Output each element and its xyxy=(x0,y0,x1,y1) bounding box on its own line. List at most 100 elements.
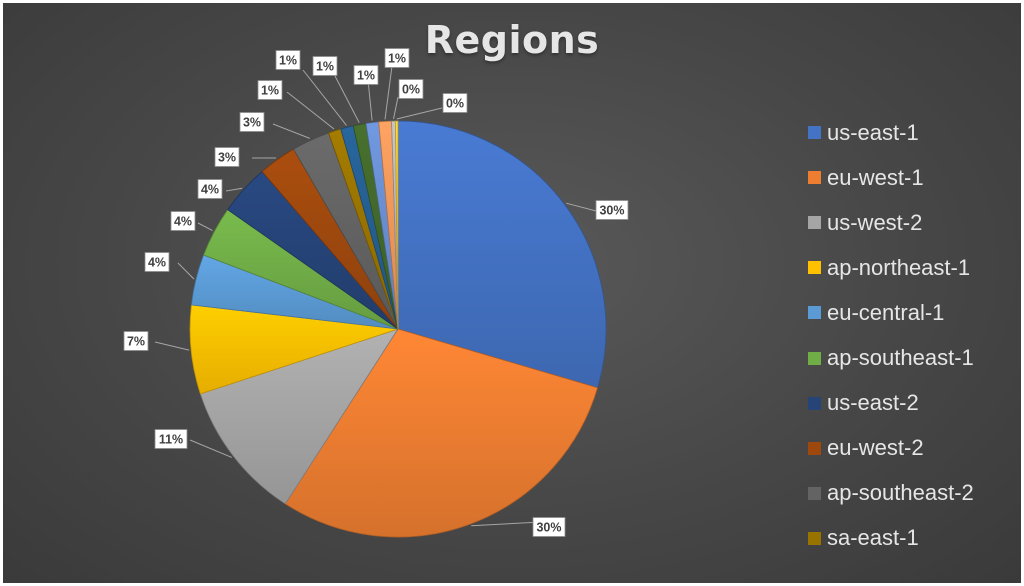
data-label-11: 1% xyxy=(275,50,301,70)
legend-item-eu-central-1: eu-central-1 xyxy=(808,290,974,335)
leader-line-13 xyxy=(367,79,373,121)
data-label-1: 30% xyxy=(595,200,629,220)
legend-swatch xyxy=(808,351,821,365)
legend-item-ap-southeast-1: ap-southeast-1 xyxy=(808,335,974,380)
data-labels: 30% 30% 11% 7% 4% 4% 4% 3% 3% 1% 1% 1% 1% 1% 0% 0% xyxy=(123,48,629,537)
legend-swatch xyxy=(808,171,821,185)
data-label-box xyxy=(532,517,566,537)
data-label-text: 30% xyxy=(599,204,624,218)
data-label-box xyxy=(144,252,170,272)
legend-item-us-west-2: us-west-2 xyxy=(808,200,974,245)
data-label-14: 1% xyxy=(384,48,410,68)
data-label-box xyxy=(170,211,196,231)
data-label-box xyxy=(398,79,424,99)
legend-swatch xyxy=(808,126,821,140)
data-label-2: 30% xyxy=(532,517,566,537)
legend-label: ap-southeast-1 xyxy=(827,345,974,371)
leader-line-7 xyxy=(225,187,243,192)
legend-item-eu-west-2: eu-west-2 xyxy=(808,426,974,471)
legend-label: us-east-2 xyxy=(827,390,919,416)
legend-item-ap-northeast-1: ap-northeast-1 xyxy=(808,245,974,290)
legend-label: us-east-1 xyxy=(827,119,919,145)
data-label-4: 7% xyxy=(123,331,149,351)
data-label-7: 4% xyxy=(197,179,223,199)
data-label-text: 1% xyxy=(261,84,279,98)
legend-item-us-east-1: us-east-1 xyxy=(808,110,974,155)
chart-legend: us-east-1 eu-west-1 us-west-2 ap-northeast-… xyxy=(808,110,974,561)
data-label-box xyxy=(197,179,223,199)
legend-swatch xyxy=(808,261,821,275)
data-label-text: 11% xyxy=(159,433,183,447)
legend-label: ap-southeast-2 xyxy=(827,480,974,506)
data-label-9: 3% xyxy=(239,112,265,132)
legend-swatch xyxy=(808,306,821,320)
pie-slice-2 xyxy=(284,328,599,538)
data-label-text: 3% xyxy=(243,116,261,130)
leader-line-5 xyxy=(177,262,195,280)
data-label-box xyxy=(123,331,149,351)
chart-title: Regions xyxy=(424,18,600,62)
leader-line-15 xyxy=(393,96,399,120)
legend-swatch xyxy=(808,396,821,410)
data-label-3: 11% xyxy=(154,429,188,449)
data-label-text: 1% xyxy=(316,60,334,74)
data-label-13: 1% xyxy=(353,65,379,85)
data-label-box xyxy=(239,112,265,132)
leader-line-12 xyxy=(334,75,360,123)
leader-line-11 xyxy=(302,69,347,126)
pie-slice-1 xyxy=(397,120,607,389)
leader-line-9 xyxy=(272,123,310,139)
pie-slice-16 xyxy=(395,120,399,330)
data-label-15: 0% xyxy=(398,79,424,99)
data-label-box xyxy=(312,56,338,76)
data-label-box xyxy=(442,93,468,113)
data-label-text: 4% xyxy=(201,183,219,197)
legend-item-us-east-2: us-east-2 xyxy=(808,381,974,426)
data-label-box xyxy=(353,65,379,85)
data-label-text: 0% xyxy=(402,83,420,97)
data-label-6: 4% xyxy=(170,211,196,231)
legend-label: us-west-2 xyxy=(827,209,923,235)
legend-label: eu-west-2 xyxy=(827,435,924,461)
data-label-text: 7% xyxy=(127,335,145,349)
leader-line-6 xyxy=(197,222,213,232)
legend-label: ap-northeast-1 xyxy=(827,254,971,280)
legend-label: eu-central-1 xyxy=(827,299,945,325)
legend-swatch xyxy=(808,441,821,455)
legend-swatch xyxy=(808,486,821,500)
data-label-box xyxy=(384,48,410,68)
leader-line-3 xyxy=(189,439,232,458)
pie-slice-3 xyxy=(199,328,399,505)
data-label-5: 4% xyxy=(144,252,170,272)
leader-lines xyxy=(154,65,601,527)
leader-line-1 xyxy=(566,202,601,213)
legend-swatch xyxy=(808,216,821,230)
data-label-10: 1% xyxy=(257,80,283,100)
data-label-text: 1% xyxy=(279,54,297,68)
data-label-12: 1% xyxy=(312,56,338,76)
data-label-16: 0% xyxy=(442,93,468,113)
leader-line-4 xyxy=(154,341,190,351)
legend-label: eu-west-1 xyxy=(827,164,924,190)
leader-line-10 xyxy=(286,91,335,130)
legend-label: sa-east-1 xyxy=(827,525,919,551)
legend-swatch xyxy=(808,531,821,545)
data-label-text: 1% xyxy=(388,52,406,66)
leader-line-14 xyxy=(384,65,393,120)
data-label-text: 30% xyxy=(536,521,561,535)
data-label-box xyxy=(275,50,301,70)
data-label-text: 1% xyxy=(357,69,375,83)
data-label-8: 3% xyxy=(214,147,240,167)
legend-item-ap-southeast-2: ap-southeast-2 xyxy=(808,471,974,516)
data-label-box xyxy=(257,80,283,100)
data-label-box xyxy=(214,147,240,167)
data-label-text: 4% xyxy=(174,215,192,229)
data-label-text: 4% xyxy=(148,256,166,270)
data-label-text: 0% xyxy=(446,97,464,111)
leader-line-16 xyxy=(396,107,443,120)
legend-item-eu-west-1: eu-west-1 xyxy=(808,155,974,200)
data-label-text: 3% xyxy=(218,151,236,165)
pie-slices xyxy=(189,120,607,538)
data-label-box xyxy=(154,429,188,449)
